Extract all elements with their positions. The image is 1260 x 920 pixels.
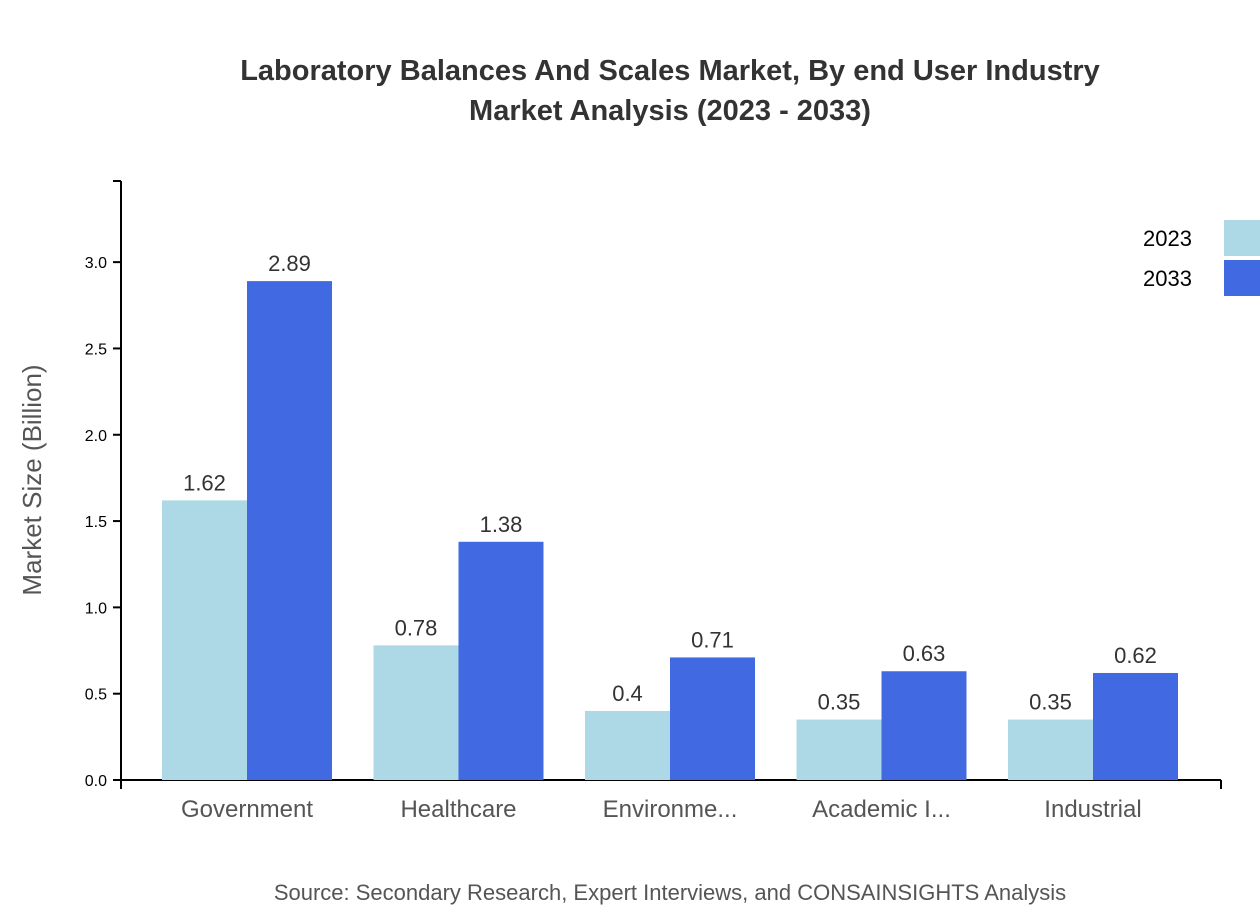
data-label: 0.35 xyxy=(1029,690,1072,715)
data-label: 0.63 xyxy=(903,641,946,666)
y-axis-label: Market Size (Billion) xyxy=(17,364,47,595)
legend-label: 2023 xyxy=(1143,226,1192,251)
data-label: 0.62 xyxy=(1114,643,1157,668)
bar-2033 xyxy=(1093,672,1178,780)
bar-2023 xyxy=(796,719,882,780)
legend-label: 2033 xyxy=(1143,266,1192,291)
y-tick-label: 1.5 xyxy=(85,514,107,531)
bar-2033 xyxy=(881,671,967,780)
bar-2023 xyxy=(162,500,247,780)
data-label: 0.78 xyxy=(395,615,438,640)
data-label: 0.35 xyxy=(818,690,861,715)
y-tick-label: 3.0 xyxy=(85,255,107,272)
data-label: 0.71 xyxy=(691,627,734,652)
source-note: Source: Secondary Research, Expert Inter… xyxy=(274,880,1066,905)
y-tick-label: 0.0 xyxy=(85,773,107,790)
bar-2023 xyxy=(1008,719,1093,780)
data-label: 1.62 xyxy=(183,470,226,495)
chart-title: Laboratory Balances And Scales Market, B… xyxy=(240,55,1100,87)
x-tick-label: Healthcare xyxy=(400,796,516,823)
x-tick-label: Environme... xyxy=(603,796,738,823)
x-tick-label: Academic I... xyxy=(812,796,951,823)
bar-2033 xyxy=(458,541,544,780)
x-tick-label: Industrial xyxy=(1044,796,1141,823)
data-label: 0.4 xyxy=(612,681,643,706)
legend-swatch-2023 xyxy=(1224,220,1260,256)
bar-2033 xyxy=(670,657,755,780)
bar-2023 xyxy=(373,645,459,780)
x-tick-label: Government xyxy=(181,796,313,823)
y-tick-label: 0.5 xyxy=(85,687,107,704)
y-tick-label: 2.0 xyxy=(85,428,107,445)
chart-subtitle: Market Analysis (2023 - 2033) xyxy=(469,95,871,127)
data-label: 1.38 xyxy=(480,512,523,537)
y-tick-label: 2.5 xyxy=(85,341,107,358)
data-label: 2.89 xyxy=(268,251,311,276)
legend-swatch-2033 xyxy=(1224,260,1260,296)
y-tick-label: 1.0 xyxy=(85,600,107,617)
bar-2033 xyxy=(247,281,332,780)
bar-2023 xyxy=(585,710,670,780)
